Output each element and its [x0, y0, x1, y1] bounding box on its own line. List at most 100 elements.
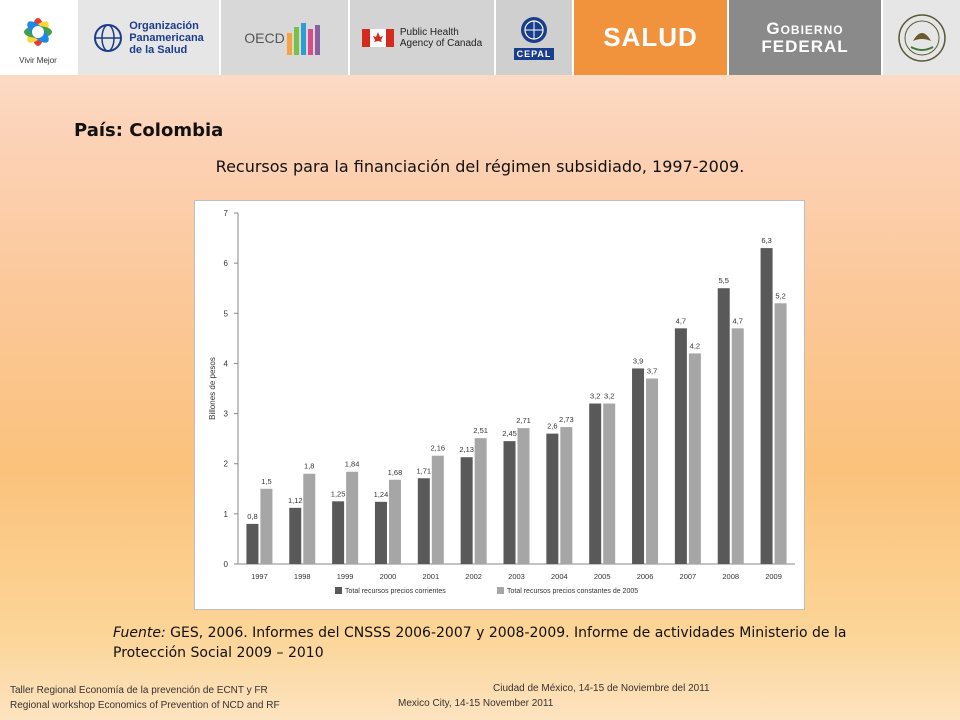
x-tick-label: 2003 — [508, 572, 525, 581]
data-label: 1,5 — [261, 477, 271, 486]
bar-constantes-1998 — [303, 473, 316, 564]
chart-container: 0 1 2 3 4 5 6 7 Billones de pesos 0,8 1,5 1997 1,12 1… — [194, 200, 805, 610]
ops-line-3: de la Salud — [129, 43, 188, 56]
footer-left-line-1: Taller Regional Economía de la prevenció… — [10, 685, 268, 696]
legend-label-constantes: Total recursos precios constantes de 200… — [507, 588, 638, 595]
oecd-label: OECD — [244, 29, 285, 46]
bar-corrientes-2002 — [460, 457, 473, 564]
y-tick-label: 0 — [224, 560, 229, 569]
y-tick-label: 4 — [224, 359, 229, 368]
data-label: 2,6 — [547, 422, 557, 431]
country-heading: País: Colombia — [74, 120, 224, 141]
mexico-seal-icon — [897, 13, 946, 62]
data-label: 2,13 — [459, 445, 474, 454]
gobierno-federal-logo: Gobierno Federal — [729, 0, 883, 75]
data-label: 2,73 — [559, 415, 574, 424]
x-tick-label: 1998 — [294, 572, 311, 581]
footer-right-line-2: Mexico City, 14-15 November 2011 — [398, 698, 554, 709]
data-label: 4,2 — [690, 341, 700, 350]
bar-corrientes-1999 — [332, 501, 345, 564]
phac-logo: Public Health Agency of Canada — [350, 0, 496, 75]
y-tick-label: 2 — [224, 460, 229, 469]
footer-left-line-2: Regional workshop Economics of Preventio… — [10, 700, 280, 711]
data-label: 3,2 — [590, 392, 600, 401]
logo-bar: Vivir Mejor Organización Panamericana de… — [0, 0, 960, 75]
y-tick-label: 7 — [224, 209, 229, 218]
x-tick-label: 2007 — [680, 572, 697, 581]
data-label: 4,7 — [733, 316, 743, 325]
bar-constantes-2006 — [646, 378, 659, 564]
x-tick-label: 2005 — [594, 572, 611, 581]
bar-corrientes-1998 — [289, 507, 302, 564]
bar-constantes-1999 — [346, 471, 359, 564]
data-label: 2,71 — [516, 416, 531, 425]
gobierno-line-2: Federal — [761, 36, 849, 56]
source-note: Fuente: GES, 2006. Informes del CNSSS 20… — [113, 623, 913, 663]
legend-swatch-constantes — [497, 587, 504, 594]
bar-constantes-2002 — [474, 438, 487, 564]
un-emblem-icon — [521, 17, 547, 43]
data-label: 3,2 — [604, 392, 614, 401]
ops-line-1: Organización — [129, 19, 199, 32]
x-tick-label: 1999 — [337, 572, 354, 581]
bar-chart: 0 1 2 3 4 5 6 7 Billones de pesos 0,8 1,5 1997 1,12 1… — [208, 209, 795, 595]
y-tick-label: 3 — [224, 410, 229, 419]
data-label: 1,68 — [388, 468, 403, 477]
canada-flag-icon — [361, 28, 394, 47]
bar-constantes-2000 — [388, 479, 401, 564]
footer-left: Taller Regional Economía de la prevenció… — [10, 683, 280, 713]
salud-label: SALUD — [603, 22, 698, 52]
data-label: 5,5 — [719, 276, 729, 285]
data-label: 6,3 — [761, 236, 771, 245]
source-label: Fuente: — [113, 625, 166, 641]
vivir-mejor-logo: Vivir Mejor — [0, 0, 78, 75]
data-label: 3,9 — [633, 356, 643, 365]
chart-subtitle: Recursos para la financiación del régime… — [215, 157, 745, 176]
footer-right-line-1: Ciudad de México, 14-15 de Noviembre del… — [493, 683, 710, 694]
ops-line-2: Panamericana — [129, 31, 204, 44]
data-label: 2,51 — [473, 426, 488, 435]
x-tick-label: 2000 — [380, 572, 397, 581]
mexico-seal-logo — [883, 0, 960, 75]
data-label: 1,8 — [304, 462, 314, 471]
y-tick-label: 1 — [224, 510, 229, 519]
salud-logo: SALUD — [574, 0, 729, 75]
y-axis-label: Billones de pesos — [208, 357, 217, 420]
gobierno-line-1: Gobierno — [766, 18, 844, 38]
phac-line-2: Agency of Canada — [399, 37, 483, 49]
phac-line-1: Public Health — [399, 26, 459, 38]
data-label: 2,45 — [502, 429, 517, 438]
bar-corrientes-2008 — [717, 288, 730, 564]
x-tick-label: 2006 — [637, 572, 654, 581]
cepal-logo: CEPAL — [496, 0, 574, 75]
x-tick-label: 2002 — [465, 572, 482, 581]
bar-constantes-2003 — [517, 428, 530, 564]
oecd-logo: OECD — [221, 0, 350, 75]
bar-corrientes-2009 — [760, 248, 773, 564]
bar-corrientes-2007 — [674, 328, 687, 564]
data-label: 1,24 — [374, 490, 389, 499]
legend-label-corrientes: Total recursos precios corrientes — [345, 588, 446, 595]
bar-corrientes-2000 — [374, 501, 387, 564]
data-label: 1,71 — [417, 466, 432, 475]
bar-corrientes-2003 — [503, 441, 516, 564]
x-tick-label: 2009 — [765, 572, 782, 581]
x-tick-label: 2004 — [551, 572, 568, 581]
x-tick-label: 2001 — [422, 572, 439, 581]
bar-constantes-2005 — [603, 403, 616, 564]
legend-swatch-corrientes — [335, 587, 342, 594]
data-label: 0,8 — [247, 512, 257, 521]
cepal-label: CEPAL — [513, 48, 555, 60]
bar-constantes-2004 — [560, 427, 573, 564]
bar-constantes-2001 — [431, 455, 444, 564]
bar-constantes-2007 — [688, 353, 701, 564]
bar-constantes-2009 — [774, 303, 787, 564]
data-label: 4,7 — [676, 316, 686, 325]
data-label: 3,7 — [647, 366, 657, 375]
ops-logo: Organización Panamericana de la Salud — [78, 0, 221, 75]
x-tick-label: 1997 — [251, 572, 268, 581]
bar-corrientes-2001 — [417, 478, 430, 564]
data-label: 2,16 — [431, 444, 446, 453]
oecd-bars-icon — [286, 22, 320, 55]
y-tick-label: 5 — [224, 309, 229, 318]
